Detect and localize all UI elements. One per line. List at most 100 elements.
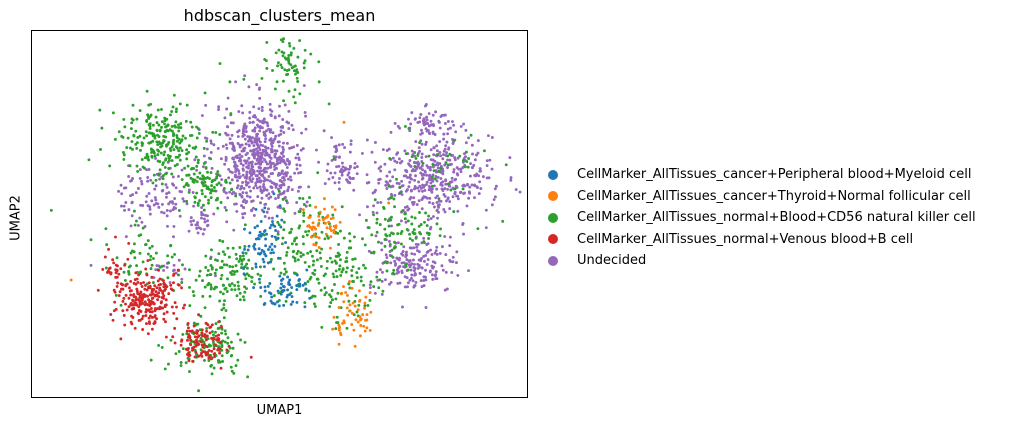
scatter-point [205, 137, 209, 140]
scatter-point [444, 182, 448, 186]
scatter-point [192, 172, 196, 176]
scatter-point [132, 281, 136, 285]
scatter-point [317, 214, 321, 218]
scatter-point [509, 176, 513, 180]
scatter-point [225, 107, 229, 111]
scatter-point [299, 255, 303, 258]
scatter-point [132, 209, 136, 213]
scatter-point [296, 55, 300, 59]
scatter-point [165, 185, 169, 189]
scatter-point [275, 80, 279, 84]
scatter-point [172, 132, 176, 136]
scatter-point [328, 224, 332, 228]
scatter-point [153, 196, 157, 200]
scatter-point [381, 148, 385, 151]
scatter-point [207, 281, 211, 285]
scatter-point [141, 260, 145, 264]
scatter-point [308, 226, 312, 229]
scatter-point [142, 281, 146, 284]
scatter-point [153, 284, 157, 288]
scatter-point [143, 156, 147, 160]
scatter-point [442, 132, 446, 136]
scatter-point [469, 133, 473, 137]
scatter-point [159, 142, 163, 146]
scatter-point [295, 300, 299, 304]
scatter-point [331, 176, 335, 179]
scatter-point [333, 208, 337, 212]
scatter-point [229, 340, 233, 344]
scatter-point [136, 223, 140, 227]
scatter-point [146, 332, 150, 336]
scatter-point [443, 187, 447, 191]
scatter-point [209, 141, 213, 145]
scatter-point [476, 186, 479, 190]
scatter-point [241, 254, 245, 258]
scatter-point [287, 61, 291, 65]
scatter-point [200, 206, 204, 209]
scatter-point [176, 146, 179, 150]
scatter-point [205, 273, 209, 277]
scatter-point [260, 191, 264, 194]
scatter-point [410, 111, 414, 115]
scatter-point [407, 126, 411, 130]
scatter-point [240, 204, 243, 208]
scatter-point [180, 277, 184, 281]
scatter-point [332, 315, 336, 319]
scatter-point [150, 327, 154, 331]
scatter-point [420, 177, 424, 181]
scatter-point [425, 196, 429, 200]
scatter-point [172, 224, 176, 228]
scatter-point [228, 283, 231, 287]
scatter-point [241, 181, 245, 184]
scatter-point [196, 201, 200, 205]
scatter-point [404, 263, 408, 267]
scatter-point [240, 259, 244, 263]
scatter-point [256, 272, 260, 276]
scatter-point [188, 370, 191, 373]
scatter-point [146, 294, 149, 298]
scatter-point [223, 299, 226, 303]
scatter-point [358, 315, 362, 319]
scatter-point [388, 242, 392, 246]
scatter-point [119, 337, 123, 341]
scatter-point [350, 286, 354, 290]
scatter-point [410, 273, 414, 277]
scatter-point [325, 169, 329, 173]
scatter-point [384, 278, 387, 282]
scatter-point [490, 203, 494, 207]
scatter-point [216, 259, 219, 263]
scatter-point [273, 244, 277, 248]
scatter-point [157, 135, 161, 139]
scatter-point [268, 245, 272, 249]
scatter-point [413, 252, 416, 256]
scatter-point [227, 167, 231, 171]
scatter-point [283, 209, 287, 213]
scatter-point [436, 166, 440, 170]
scatter-point [226, 336, 230, 340]
scatter-point [214, 330, 217, 334]
scatter-point [247, 164, 250, 168]
scatter-point [203, 180, 207, 184]
scatter-point [391, 184, 395, 188]
scatter-point [404, 189, 408, 193]
scatter-point [412, 228, 416, 232]
scatter-point [230, 369, 234, 373]
scatter-point [201, 165, 205, 169]
scatter-point [236, 358, 240, 362]
scatter-point [179, 126, 183, 130]
scatter-point [289, 53, 293, 57]
scatter-point [239, 187, 242, 191]
scatter-point [435, 179, 439, 183]
scatter-point [279, 129, 283, 133]
scatter-point [154, 268, 158, 272]
scatter-point [155, 286, 159, 290]
scatter-point [247, 144, 251, 148]
scatter-point [221, 359, 225, 363]
scatter-point [224, 332, 228, 336]
scatter-point [400, 209, 404, 213]
scatter-point [115, 275, 119, 279]
scatter-point [282, 228, 286, 232]
scatter-point [338, 253, 341, 257]
scatter-point [233, 284, 237, 287]
scatter-point [216, 327, 220, 330]
